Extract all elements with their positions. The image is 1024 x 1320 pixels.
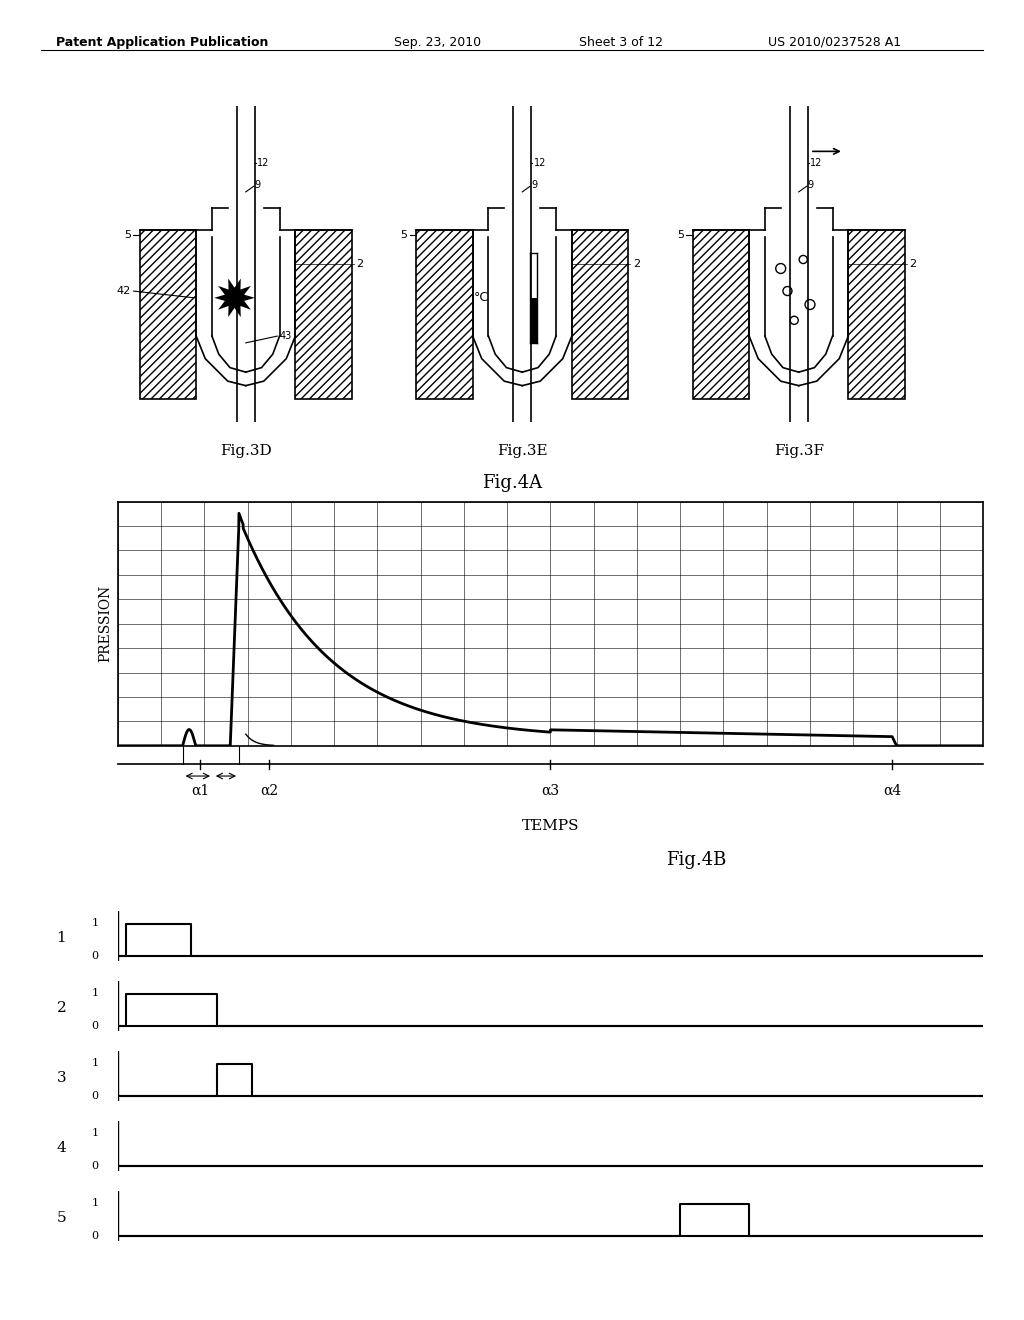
Text: 5: 5	[677, 230, 684, 240]
Text: 12: 12	[810, 157, 822, 168]
Text: 4: 4	[56, 1142, 67, 1155]
Text: 12: 12	[257, 157, 269, 168]
Text: 43: 43	[280, 331, 292, 341]
Text: Sheet 3 of 12: Sheet 3 of 12	[579, 36, 663, 49]
Text: US 2010/0237528 A1: US 2010/0237528 A1	[768, 36, 901, 49]
Text: 1: 1	[92, 1129, 98, 1138]
Polygon shape	[417, 230, 473, 399]
Text: 0: 0	[92, 1160, 98, 1171]
Text: Fig.3E: Fig.3E	[497, 445, 548, 458]
Text: 2: 2	[909, 259, 916, 269]
Text: 0: 0	[92, 950, 98, 961]
Text: α4: α4	[883, 784, 901, 797]
Text: 9: 9	[255, 180, 261, 190]
Text: Fig.3F: Fig.3F	[774, 445, 823, 458]
Text: Fig.4B: Fig.4B	[667, 850, 726, 869]
Polygon shape	[693, 230, 750, 399]
Text: α2: α2	[260, 784, 279, 797]
Text: α3: α3	[542, 784, 559, 797]
Polygon shape	[848, 230, 904, 399]
Text: Patent Application Publication: Patent Application Publication	[56, 36, 268, 49]
Text: 42: 42	[117, 286, 131, 296]
Text: 0: 0	[92, 1230, 98, 1241]
Polygon shape	[140, 230, 197, 399]
Text: Fig.3D: Fig.3D	[220, 445, 271, 458]
Text: 1: 1	[92, 989, 98, 998]
Text: 1: 1	[56, 932, 67, 945]
Text: 2: 2	[56, 1002, 67, 1015]
Text: TEMPS: TEMPS	[521, 818, 580, 833]
Text: 2: 2	[356, 259, 364, 269]
Text: 2: 2	[633, 259, 640, 269]
Text: 1: 1	[92, 1059, 98, 1068]
Text: 9: 9	[531, 180, 538, 190]
Text: 0: 0	[92, 1090, 98, 1101]
Polygon shape	[530, 298, 537, 343]
Text: 9: 9	[808, 180, 814, 190]
Text: 1: 1	[92, 1199, 98, 1208]
Text: 12: 12	[534, 157, 546, 168]
Polygon shape	[571, 230, 628, 399]
Text: α1: α1	[190, 784, 209, 797]
Text: °C: °C	[474, 292, 489, 305]
Polygon shape	[295, 230, 351, 399]
Y-axis label: PRESSION: PRESSION	[98, 585, 113, 663]
Text: 5: 5	[56, 1212, 67, 1225]
Text: 5: 5	[400, 230, 408, 240]
Text: Sep. 23, 2010: Sep. 23, 2010	[394, 36, 481, 49]
Text: 3: 3	[56, 1072, 67, 1085]
Polygon shape	[214, 279, 255, 317]
Text: 1: 1	[92, 919, 98, 928]
Text: Fig.4A: Fig.4A	[482, 474, 542, 492]
Text: 0: 0	[92, 1020, 98, 1031]
Text: 5: 5	[124, 230, 131, 240]
